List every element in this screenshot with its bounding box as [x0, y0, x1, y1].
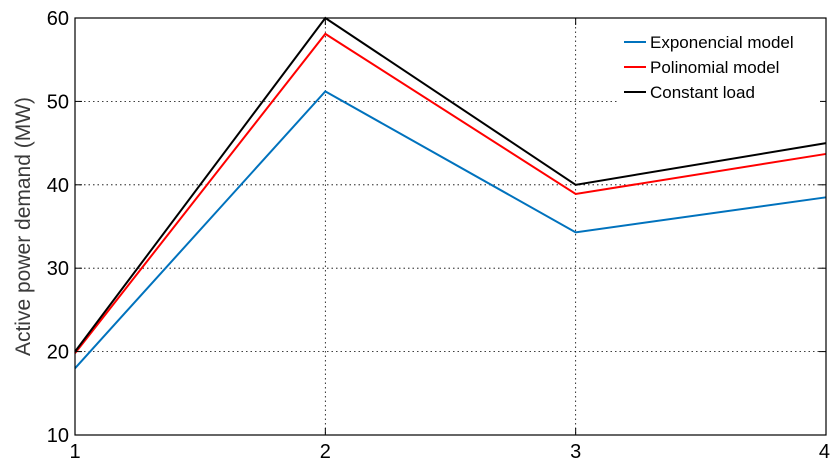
y-axis-title: Active power demand (MW)	[12, 97, 35, 356]
x-tick-label: 3	[570, 441, 581, 463]
x-tick-label: 2	[320, 441, 331, 463]
axis-ticks: 1 2 3 4 10 20 30 40 50 60	[47, 8, 830, 463]
y-tick-label: 50	[47, 91, 69, 113]
legend-label-2: Polinomial model	[650, 58, 779, 77]
y-tick-label: 40	[47, 175, 69, 197]
plot-frame	[74, 17, 827, 436]
series-line-3	[74, 16, 827, 353]
x-tick-label: 1	[69, 441, 80, 463]
y-tick-label: 30	[47, 258, 69, 280]
y-tick-label: 60	[47, 8, 69, 30]
legend-label-3: Constant load	[650, 83, 755, 102]
legend-label-1: Exponencial model	[650, 33, 794, 52]
series-lines	[74, 16, 827, 369]
legend-items: Exponencial model Polinomial model Constan…	[624, 33, 794, 102]
y-tick-label: 20	[47, 342, 69, 364]
x-tick-label: 4	[819, 441, 830, 463]
y-tick-label: 10	[47, 425, 69, 447]
series-line-1	[74, 90, 827, 369]
series-line-2	[74, 32, 827, 354]
legend-box	[618, 26, 820, 106]
legend: Exponencial model Polinomial model Constan…	[618, 26, 820, 106]
